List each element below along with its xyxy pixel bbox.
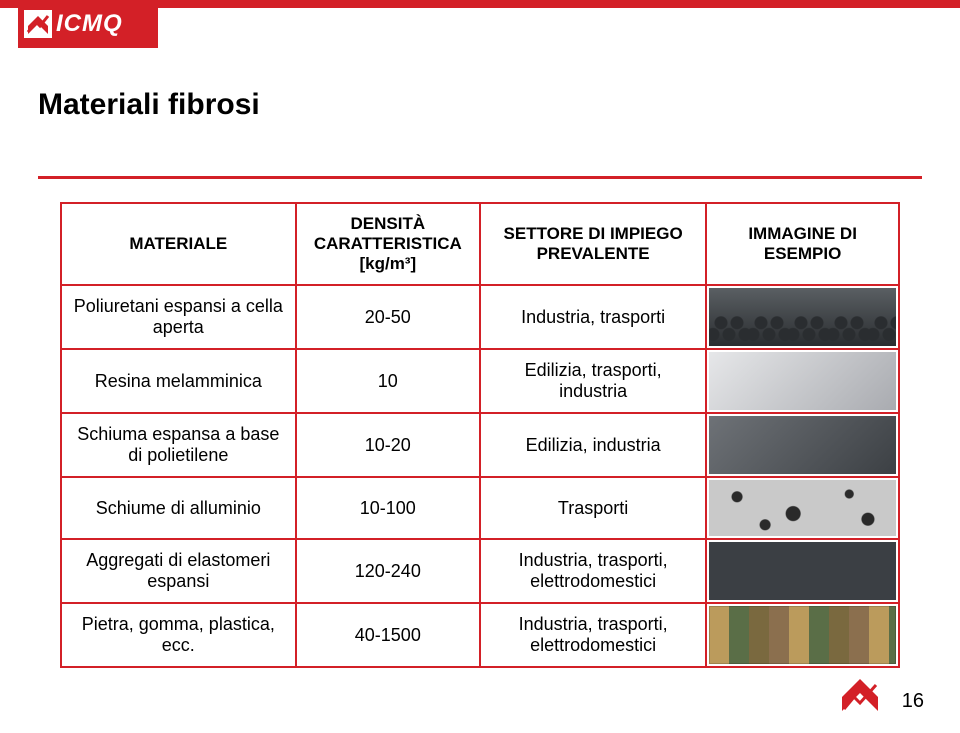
footer-logo-icon	[840, 677, 880, 713]
material-cell: Poliuretani espansi a cella aperta	[61, 285, 296, 349]
sector-cell: Industria, trasporti, elettrodomestici	[480, 539, 706, 603]
material-cell: Schiume di alluminio	[61, 477, 296, 539]
table-row: Aggregati di elastomeri espansi120-240In…	[61, 539, 899, 603]
material-cell: Aggregati di elastomeri espansi	[61, 539, 296, 603]
table-header-row: MATERIALEDENSITÀ CARATTERISTICA [kg/m³]S…	[61, 203, 899, 285]
sample-swatch	[709, 288, 896, 346]
brand-logo: ICMQ	[18, 0, 158, 48]
sample-swatch	[709, 542, 896, 600]
density-cell: 20-50	[296, 285, 480, 349]
sample-cell	[706, 285, 899, 349]
page-number: 16	[902, 690, 924, 713]
title-underline	[38, 176, 922, 179]
density-cell: 10-100	[296, 477, 480, 539]
table-row: Schiuma espansa a base di polietilene10-…	[61, 413, 899, 477]
table-header-cell: IMMAGINE DI ESEMPIO	[706, 203, 899, 285]
table-header-cell: MATERIALE	[61, 203, 296, 285]
sample-swatch	[709, 606, 896, 664]
sample-cell	[706, 349, 899, 413]
sample-cell	[706, 477, 899, 539]
sample-cell	[706, 413, 899, 477]
material-cell: Schiuma espansa a base di polietilene	[61, 413, 296, 477]
table-row: Schiume di alluminio10-100Trasporti	[61, 477, 899, 539]
density-cell: 10-20	[296, 413, 480, 477]
materials-table: MATERIALEDENSITÀ CARATTERISTICA [kg/m³]S…	[60, 202, 900, 668]
sample-cell	[706, 539, 899, 603]
sector-cell: Industria, trasporti, elettrodomestici	[480, 603, 706, 667]
material-cell: Resina melamminica	[61, 349, 296, 413]
material-cell: Pietra, gomma, plastica, ecc.	[61, 603, 296, 667]
sample-swatch	[709, 416, 896, 474]
density-cell: 40-1500	[296, 603, 480, 667]
table-header-cell: SETTORE DI IMPIEGO PREVALENTE	[480, 203, 706, 285]
sector-cell: Trasporti	[480, 477, 706, 539]
table-row: Resina melamminica10Edilizia, trasporti,…	[61, 349, 899, 413]
brand-mark-icon	[24, 10, 52, 38]
density-cell: 120-240	[296, 539, 480, 603]
materials-table-wrap: MATERIALEDENSITÀ CARATTERISTICA [kg/m³]S…	[60, 202, 900, 668]
sector-cell: Edilizia, trasporti, industria	[480, 349, 706, 413]
brand-name: ICMQ	[56, 10, 123, 38]
sample-cell	[706, 603, 899, 667]
sector-cell: Edilizia, industria	[480, 413, 706, 477]
sample-swatch	[709, 480, 896, 536]
sector-cell: Industria, trasporti	[480, 285, 706, 349]
table-row: Pietra, gomma, plastica, ecc.40-1500Indu…	[61, 603, 899, 667]
density-cell: 10	[296, 349, 480, 413]
sample-swatch	[709, 352, 896, 410]
table-row: Poliuretani espansi a cella aperta20-50I…	[61, 285, 899, 349]
table-header-cell: DENSITÀ CARATTERISTICA [kg/m³]	[296, 203, 480, 285]
page-title: Materiali fibrosi	[38, 88, 260, 122]
table-body: Poliuretani espansi a cella aperta20-50I…	[61, 285, 899, 667]
